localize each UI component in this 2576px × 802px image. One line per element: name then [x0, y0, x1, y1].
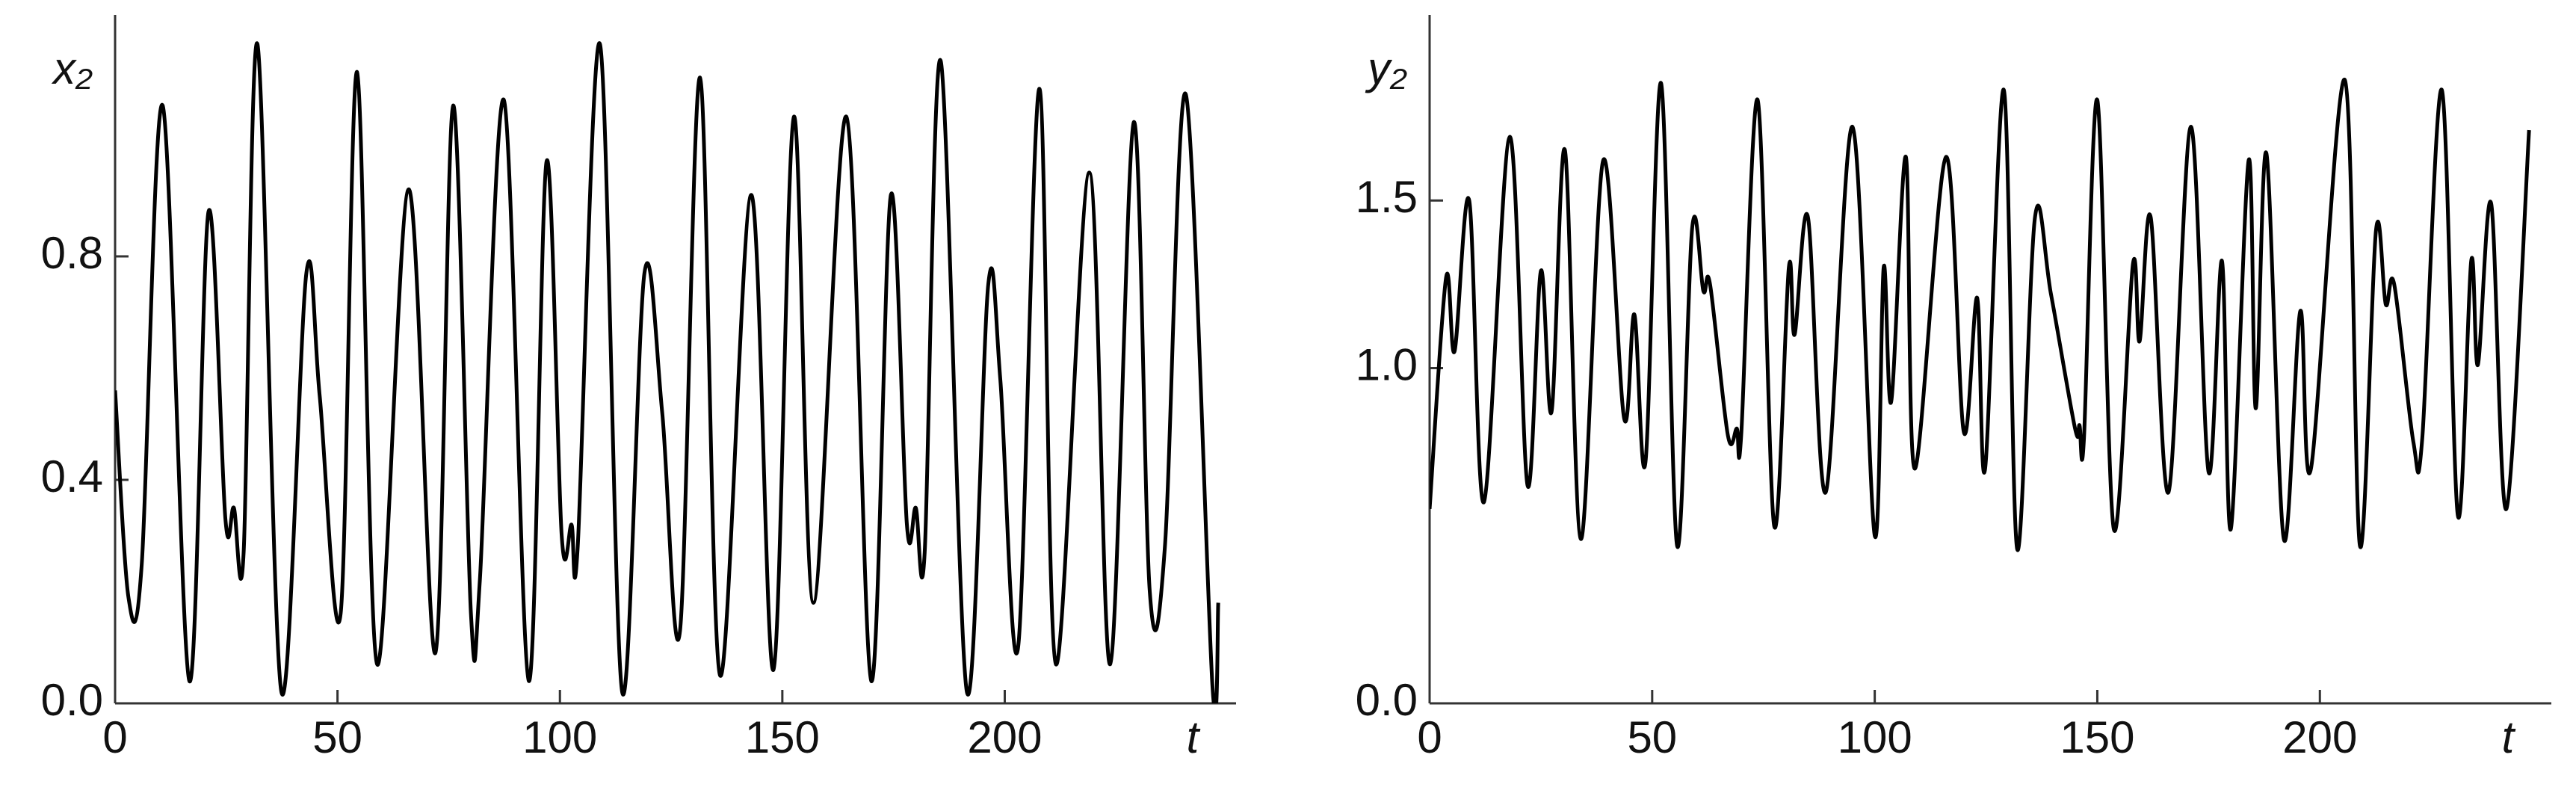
y-tick-label: 1.0 — [1356, 339, 1418, 389]
series-line — [115, 41, 1220, 703]
y-tick-label: 0.0 — [1356, 675, 1418, 725]
x-tick-label: 100 — [522, 712, 597, 762]
x-axis-label: t — [1187, 712, 1201, 762]
y-axis-label: x₂ — [51, 43, 93, 93]
x-tick-label: 100 — [1838, 712, 1912, 762]
x-axis-label: t — [2502, 712, 2516, 762]
x-tick-label: 200 — [967, 712, 1042, 762]
y-tick-label: 0.0 — [41, 675, 103, 725]
x-tick-label: 50 — [1627, 712, 1677, 762]
x-tick-label: 150 — [745, 712, 820, 762]
x-tick-label: 50 — [312, 712, 362, 762]
y-tick-label: 1.5 — [1356, 172, 1418, 222]
y-tick-label: 0.4 — [41, 451, 103, 502]
x-tick-label: 0 — [102, 712, 127, 762]
x-tick-label: 150 — [2060, 712, 2134, 762]
y-tick-label: 0.8 — [41, 228, 103, 278]
x-tick-label: 0 — [1417, 712, 1442, 762]
series-line — [1430, 78, 2531, 552]
y-axis-label: y₂ — [1365, 43, 1407, 93]
x-tick-label: 200 — [2282, 712, 2357, 762]
